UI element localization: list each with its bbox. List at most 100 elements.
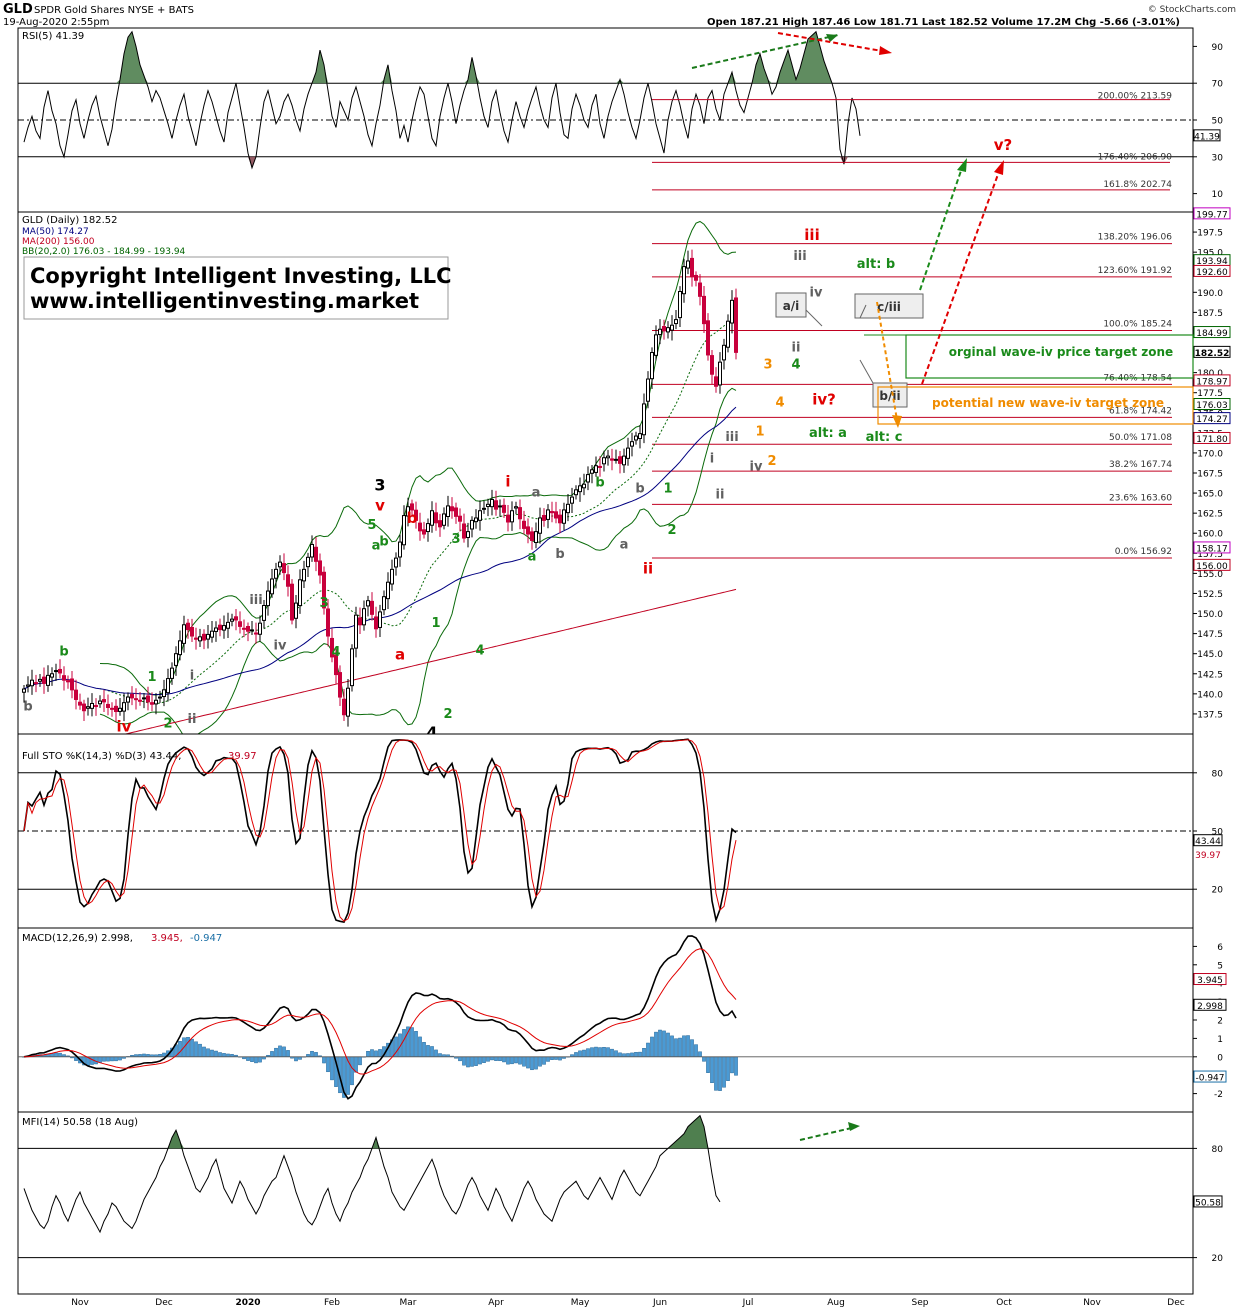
macd-hist-bar bbox=[202, 1046, 206, 1058]
candle-body bbox=[546, 509, 550, 520]
macd-last-box bbox=[1193, 1070, 1227, 1083]
macd-hist-bar bbox=[662, 1030, 666, 1057]
wave-label: i bbox=[710, 452, 714, 467]
candle-body bbox=[606, 455, 610, 459]
macd-hist-bar bbox=[438, 1053, 442, 1058]
macd-hist-bar bbox=[530, 1056, 534, 1071]
arrow-head bbox=[957, 158, 967, 172]
macd-legend: MACD(12,26,9) 2.998, bbox=[22, 933, 133, 944]
macd-hist-bar bbox=[642, 1048, 646, 1058]
macd-hist-bar bbox=[702, 1056, 706, 1062]
mfi-legend: MFI(14) 50.58 (18 Aug) bbox=[22, 1117, 138, 1128]
candle-body bbox=[258, 622, 262, 635]
ohlc-readout: Open 187.21 High 187.46 Low 181.71 Last … bbox=[707, 17, 1180, 28]
price-panel-tick-label: 187.5 bbox=[1197, 309, 1223, 319]
macd-hist-bar bbox=[686, 1035, 690, 1057]
candle-body bbox=[450, 506, 454, 512]
sto-panel: 20 50 80 Full STO %K(14,3) %D(3) 43.44, 39.9… bbox=[17, 733, 1223, 929]
sto-last-d: 39.97 bbox=[1195, 851, 1221, 861]
price-panel-tick-label: 157.5 bbox=[1197, 550, 1223, 560]
candle-body bbox=[522, 520, 526, 529]
price-right-box bbox=[1193, 326, 1231, 339]
candle-body bbox=[486, 503, 490, 507]
wave-label: a bbox=[372, 538, 381, 553]
macd-hist-bar bbox=[326, 1056, 330, 1073]
macd-hist-bar bbox=[378, 1049, 382, 1058]
candle-body bbox=[170, 667, 174, 679]
candle-body bbox=[294, 602, 298, 619]
candle-body bbox=[622, 455, 626, 466]
candle-body bbox=[674, 319, 678, 325]
wave-label: b bbox=[23, 700, 32, 715]
macd-hist-bar bbox=[582, 1049, 586, 1057]
rsi-fib-label: 176.40% 206.90 bbox=[1098, 152, 1173, 162]
price-right-label: 156.00 bbox=[1196, 562, 1228, 572]
candle-body bbox=[234, 616, 238, 621]
candle-body bbox=[198, 636, 202, 642]
candle-body bbox=[534, 531, 538, 544]
price-panel-tick-label: 150.0 bbox=[1197, 610, 1223, 620]
candle-body bbox=[618, 456, 622, 464]
mfi-overbought-fill bbox=[668, 1115, 708, 1149]
price-right-box bbox=[1193, 345, 1231, 358]
candle-body bbox=[110, 707, 114, 710]
candle-body bbox=[34, 682, 38, 685]
fib-label: 123.60% 191.92 bbox=[1098, 266, 1172, 276]
candle-body bbox=[514, 506, 518, 509]
price-legend-gld: GLD (Daily) 182.52 bbox=[22, 215, 117, 226]
rsi-arrow-head bbox=[826, 34, 838, 42]
macd-hist-bar bbox=[370, 1049, 374, 1058]
fib-label: 23.6% 163.60 bbox=[1109, 493, 1172, 503]
wave-label: 4 bbox=[791, 358, 800, 373]
macd-hist-bar bbox=[710, 1056, 714, 1084]
macd-hist-bar bbox=[258, 1056, 262, 1063]
candle-body bbox=[78, 701, 82, 706]
macd-hist-bar bbox=[730, 1056, 734, 1074]
price-panel-tick-label: 155.0 bbox=[1197, 570, 1223, 580]
candle-body bbox=[82, 703, 86, 712]
mfi-overbought-fill bbox=[168, 1130, 184, 1149]
sto-legend-d: 39.97 bbox=[228, 751, 257, 762]
price-legend-ma200: MA(200) 156.00 bbox=[22, 237, 95, 247]
rsi-last-label: 41.39 bbox=[1194, 132, 1220, 142]
candle-body bbox=[222, 625, 226, 631]
macd-hist-bar bbox=[542, 1056, 546, 1065]
macd-hist-bar bbox=[682, 1035, 686, 1058]
candle-body bbox=[626, 447, 630, 459]
macd-signal-line bbox=[23, 948, 737, 1075]
wave-label: v bbox=[375, 497, 385, 515]
candle-body bbox=[550, 511, 554, 514]
candle-body bbox=[470, 519, 474, 530]
wave-label: iv bbox=[117, 718, 132, 736]
candle-body bbox=[242, 627, 246, 630]
arrow-head bbox=[892, 415, 902, 428]
candle-body bbox=[590, 469, 594, 474]
rsi-panel: 10 30 50 70 90 RSI(5) 41.39 41.39 200.00% 213.5… bbox=[17, 27, 1223, 213]
candle-body bbox=[346, 687, 350, 717]
macd-hist-bar bbox=[578, 1050, 582, 1058]
macd-hist-bar bbox=[50, 1053, 54, 1057]
candle-body bbox=[342, 698, 346, 716]
fib-label: 38.2% 167.74 bbox=[1109, 460, 1172, 470]
macd-hist-bar bbox=[98, 1056, 102, 1063]
x-axis-label-bottom: Nov bbox=[71, 1298, 89, 1308]
candle-body bbox=[362, 608, 366, 626]
macd-hist-bar bbox=[90, 1056, 94, 1065]
box-ai-pointer bbox=[805, 309, 823, 327]
box-ciii-label: c/iii bbox=[877, 300, 901, 314]
fib-label: 100.0% 185.24 bbox=[1103, 320, 1172, 330]
macd-hist-bar bbox=[650, 1036, 654, 1058]
candle-body bbox=[182, 624, 186, 644]
wave-label: a bbox=[532, 485, 541, 500]
candle-body bbox=[154, 699, 158, 705]
candle-body bbox=[310, 543, 314, 558]
macd-hist-bar bbox=[502, 1056, 506, 1063]
rsi-line bbox=[23, 30, 861, 170]
macd-hist-bar bbox=[114, 1056, 118, 1062]
macd-hist-bar bbox=[282, 1046, 286, 1058]
rsi-overbought-fill bbox=[312, 50, 328, 84]
fib-label: 138.20% 196.06 bbox=[1098, 233, 1173, 243]
candle-body bbox=[122, 702, 126, 712]
mfi-panel-tick-label: 80 bbox=[1212, 1145, 1224, 1155]
stockcharts-logo: © StockCharts.com bbox=[1148, 5, 1236, 15]
